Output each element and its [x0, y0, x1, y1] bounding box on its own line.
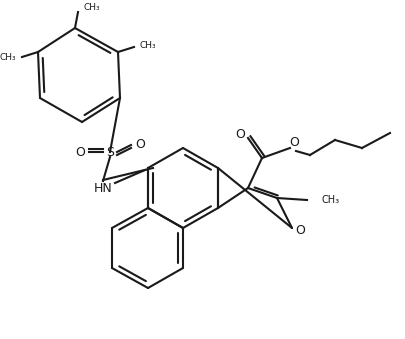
Text: CH₃: CH₃	[0, 54, 16, 62]
Text: O: O	[295, 223, 305, 237]
Text: S: S	[106, 145, 114, 159]
Text: O: O	[135, 139, 145, 152]
Text: O: O	[235, 128, 245, 141]
Text: CH₃: CH₃	[83, 3, 100, 13]
Text: O: O	[289, 137, 299, 149]
Text: CH₃: CH₃	[321, 195, 339, 205]
Text: CH₃: CH₃	[140, 41, 157, 51]
Text: HN: HN	[94, 181, 112, 195]
Text: O: O	[75, 145, 85, 159]
